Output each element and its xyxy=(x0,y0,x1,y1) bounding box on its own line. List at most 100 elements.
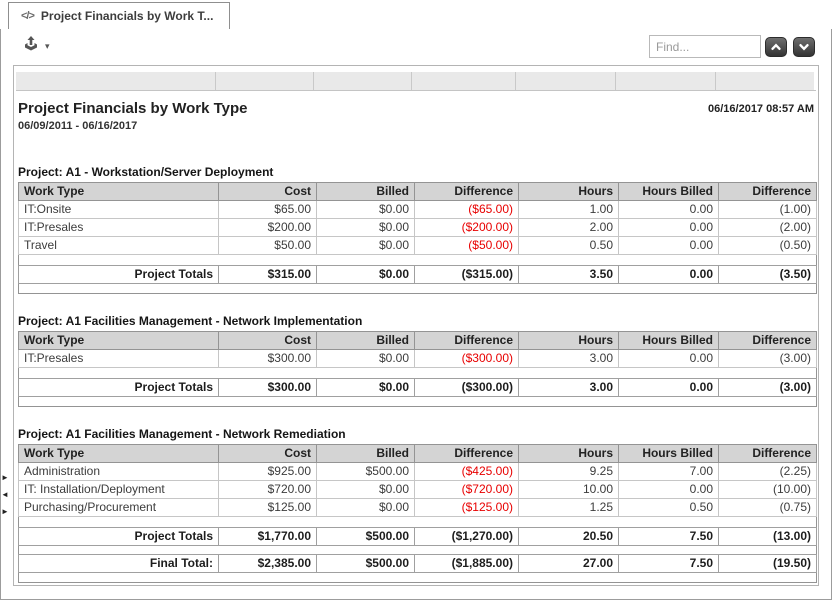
table-row: Purchasing/Procurement $125.00 $0.00 ($125.… xyxy=(18,498,817,517)
totals-cell: ($315.00) xyxy=(414,265,519,284)
cell: ($200.00) xyxy=(414,218,519,237)
cell: ($300.00) xyxy=(414,349,519,368)
cell: 0.00 xyxy=(618,349,719,368)
column-header: Billed xyxy=(316,182,415,201)
strip-cell xyxy=(16,72,216,90)
cell: (1.00) xyxy=(718,200,817,219)
report-date-range: 06/09/2011 - 06/16/2017 xyxy=(18,120,138,132)
totals-cell: $500.00 xyxy=(316,527,415,546)
column-header: Difference xyxy=(718,444,817,463)
cell: $0.00 xyxy=(316,480,415,499)
column-header: Hours xyxy=(518,331,619,350)
tab-project-financials[interactable]: </> Project Financials by Work T... xyxy=(8,2,230,29)
spacer-row xyxy=(19,368,817,379)
column-header: Difference xyxy=(718,182,817,201)
strip-cell xyxy=(516,72,616,90)
header-row: Work Type Cost Billed Difference Hours Hours … xyxy=(18,331,817,350)
cell: 0.00 xyxy=(618,480,719,499)
spacer-row xyxy=(19,397,817,407)
totals-cell: $1,770.00 xyxy=(218,527,317,546)
cell: IT:Presales xyxy=(18,218,219,237)
strip-cell xyxy=(412,72,516,90)
chevron-up-icon xyxy=(771,42,781,50)
strip-cell xyxy=(216,72,314,90)
column-strip xyxy=(16,72,816,91)
financials-table: Work Type Cost Billed Difference Hours Hours … xyxy=(18,444,817,583)
strip-cell xyxy=(716,72,814,90)
cell: 7.00 xyxy=(618,462,719,481)
pane-marker-right-icon[interactable]: ► xyxy=(1,473,9,482)
totals-cell: 3.50 xyxy=(518,265,619,284)
column-header: Billed xyxy=(316,444,415,463)
totals-cell: (13.00) xyxy=(718,527,817,546)
column-header: Difference xyxy=(414,182,519,201)
cell: 0.00 xyxy=(618,218,719,237)
tab-bar: </> Project Financials by Work T... xyxy=(0,0,832,29)
column-header: Cost xyxy=(218,331,317,350)
financials-table: Work Type Cost Billed Difference Hours Hours … xyxy=(18,182,817,294)
cell: ($125.00) xyxy=(414,498,519,517)
spacer-cell xyxy=(19,397,817,407)
column-header: Cost xyxy=(218,444,317,463)
cell: $65.00 xyxy=(218,200,317,219)
cell: $925.00 xyxy=(218,462,317,481)
cell: 2.00 xyxy=(518,218,619,237)
pane-marker-right-icon[interactable]: ► xyxy=(1,507,9,516)
totals-cell: $2,385.00 xyxy=(218,554,317,573)
column-header: Hours xyxy=(518,444,619,463)
find-next-button[interactable] xyxy=(793,36,815,57)
final-total-row: Final Total: $2,385.00 $500.00 ($1,885.00) 2… xyxy=(18,554,817,573)
totals-cell: ($1,270.00) xyxy=(414,527,519,546)
spacer-row xyxy=(19,546,817,555)
project-section: Project: A1 - Workstation/Server Deploym… xyxy=(16,165,817,294)
cell: ($425.00) xyxy=(414,462,519,481)
cell: (3.00) xyxy=(718,349,817,368)
column-header: Difference xyxy=(718,331,817,350)
code-icon: </> xyxy=(21,10,35,22)
pane-marker-left-icon[interactable]: ◄ xyxy=(1,490,9,499)
column-header: Hours Billed xyxy=(618,444,719,463)
cell: Travel xyxy=(18,236,219,255)
totals-cell: 0.00 xyxy=(618,378,719,397)
cell: Administration xyxy=(18,462,219,481)
spacer-cell xyxy=(19,517,817,528)
report-sections: Project: A1 - Workstation/Server Deploym… xyxy=(14,165,818,583)
toolbar: ▾ xyxy=(1,29,831,64)
cell: 3.00 xyxy=(518,349,619,368)
cell: 10.00 xyxy=(518,480,619,499)
column-header: Difference xyxy=(414,444,519,463)
generated-timestamp: 06/16/2017 08:57 AM xyxy=(708,103,814,115)
cell: $0.00 xyxy=(316,236,415,255)
column-header: Hours xyxy=(518,182,619,201)
table-row: Administration $925.00 $500.00 ($425.00) 9.2… xyxy=(18,462,817,481)
spacer-cell xyxy=(19,284,817,294)
totals-cell: 3.00 xyxy=(518,378,619,397)
table-row: IT:Presales $300.00 $0.00 ($300.00) 3.00 0.00… xyxy=(18,349,817,368)
cell: (2.00) xyxy=(718,218,817,237)
find-input[interactable] xyxy=(649,35,761,58)
column-header: Cost xyxy=(218,182,317,201)
spacer-cell xyxy=(19,546,817,555)
cell: $0.00 xyxy=(316,349,415,368)
table-row: IT:Onsite $65.00 $0.00 ($65.00) 1.00 0.00 (1.0… xyxy=(18,200,817,219)
cell: (10.00) xyxy=(718,480,817,499)
table-row: IT:Presales $200.00 $0.00 ($200.00) 2.00 0.00… xyxy=(18,218,817,237)
export-button[interactable]: ▾ xyxy=(21,35,50,59)
cell: $200.00 xyxy=(218,218,317,237)
find-previous-button[interactable] xyxy=(765,36,787,57)
cell: ($50.00) xyxy=(414,236,519,255)
spacer-cell xyxy=(19,368,817,379)
spacer-row xyxy=(19,255,817,266)
totals-cell: ($300.00) xyxy=(414,378,519,397)
spacer-row xyxy=(19,284,817,294)
spacer-row xyxy=(19,573,817,583)
project-section: Project: A1 Facilities Management - Netw… xyxy=(16,427,817,583)
cell: 0.50 xyxy=(618,498,719,517)
report-header: Project Financials by Work Type 06/16/20… xyxy=(18,100,814,117)
totals-cell: (3.50) xyxy=(718,265,817,284)
cell: 9.25 xyxy=(518,462,619,481)
cell: ($720.00) xyxy=(414,480,519,499)
project-totals-row: Project Totals $300.00 $0.00 ($300.00) 3.00 0… xyxy=(18,378,817,397)
totals-cell: 20.50 xyxy=(518,527,619,546)
